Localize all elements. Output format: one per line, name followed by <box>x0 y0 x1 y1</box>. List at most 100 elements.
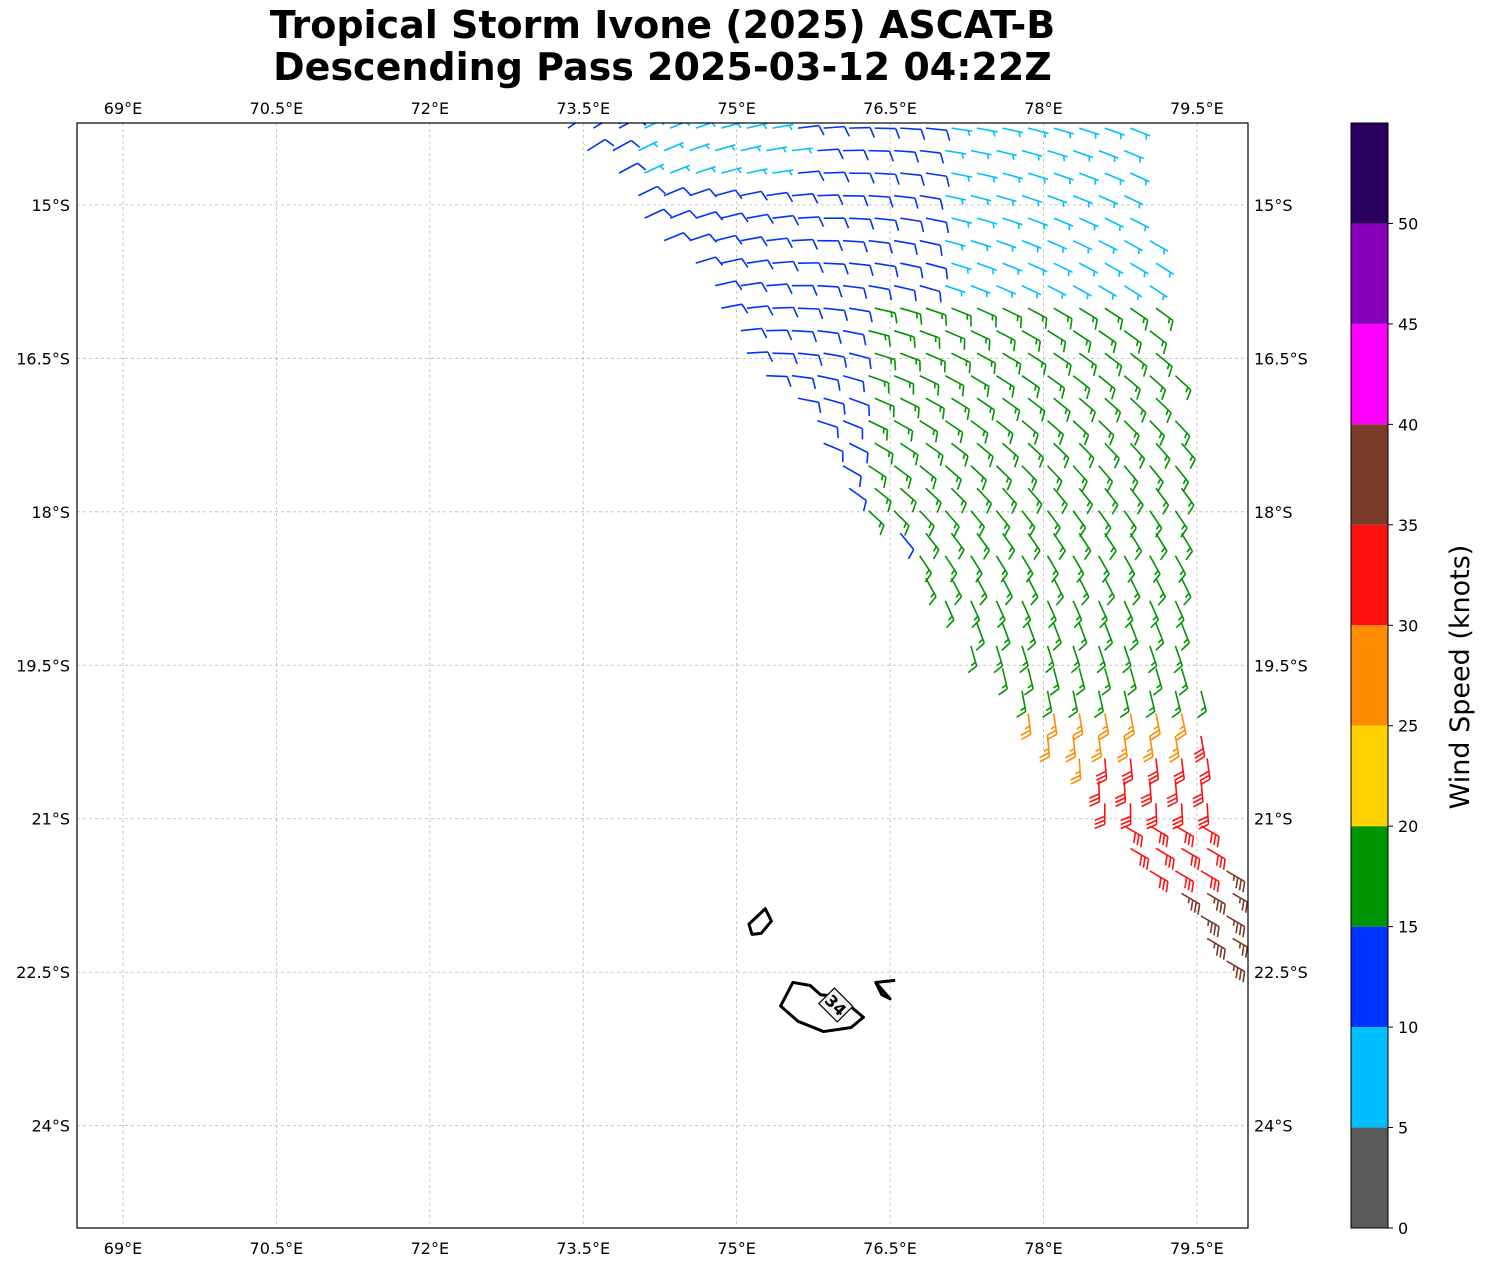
wind-barb <box>951 127 973 136</box>
wind-barb <box>1129 847 1150 870</box>
wind-barb <box>1181 847 1201 870</box>
wind-barb <box>944 510 960 537</box>
wind-barb <box>975 623 985 651</box>
wind-barb <box>919 510 935 537</box>
wind-barb <box>1042 690 1053 718</box>
wind-barb <box>976 172 998 183</box>
wind-barb <box>893 465 912 489</box>
wind-barb <box>944 375 965 397</box>
wind-barb <box>1072 284 1092 300</box>
wind-barb <box>1072 239 1093 254</box>
colorbar-tick-label: 5 <box>1398 1119 1408 1138</box>
wind-barb <box>663 231 692 242</box>
wind-barb <box>772 214 800 226</box>
wind-barb <box>1175 713 1187 741</box>
wind-barb <box>1123 600 1134 629</box>
wind-barb <box>849 307 873 323</box>
wind-barb <box>791 238 819 250</box>
colorbar-tick-label: 25 <box>1398 717 1418 736</box>
wind-barb <box>1053 172 1074 185</box>
wind-barb <box>1129 442 1146 469</box>
wind-barb <box>1197 690 1208 719</box>
wind-barb <box>944 329 966 350</box>
wind-barb <box>967 645 978 674</box>
colorbar-segment <box>1351 926 1388 1028</box>
wind-barb <box>1072 555 1085 583</box>
wind-barb <box>1104 352 1123 377</box>
wind-barb <box>689 233 718 243</box>
lat-tick-label-left: 19.5°S <box>16 656 70 675</box>
wind-barb <box>1200 825 1220 848</box>
wind-barb <box>970 600 981 629</box>
wind-barb <box>919 329 941 349</box>
wind-barb <box>1001 623 1011 651</box>
wind-barb <box>1129 487 1144 515</box>
lon-tick-label-top: 78°E <box>1024 99 1062 118</box>
wind-barb <box>746 351 774 363</box>
colorbar-segment <box>1351 424 1388 525</box>
lat-tick-label-left: 21°S <box>31 810 70 829</box>
wind-barb <box>823 397 846 415</box>
wind-barb <box>996 329 1016 352</box>
lat-tick-label-right: 18°S <box>1254 503 1293 522</box>
wind-barb <box>925 532 940 560</box>
colorbar-segment <box>1351 826 1388 927</box>
wind-barb <box>1098 149 1119 163</box>
wind-barb <box>1129 532 1143 561</box>
title-line-2: Descending Pass 2025-03-12 04:22Z <box>273 45 1052 89</box>
wind-barb <box>1047 194 1068 207</box>
wind-barb <box>894 239 918 255</box>
wind-barb <box>638 185 666 197</box>
wind-barb <box>1180 532 1194 561</box>
wind-barb <box>1127 668 1137 696</box>
wind-barb <box>900 127 926 140</box>
wind-barb <box>1124 713 1136 741</box>
lon-tick-label-bottom: 72°E <box>411 1239 449 1258</box>
wind-barb <box>1047 375 1066 399</box>
wind-barb <box>995 375 1015 398</box>
wind-barb <box>919 555 933 583</box>
wind-barb <box>817 374 841 391</box>
wind-barb <box>1149 555 1161 583</box>
wind-barb <box>1078 217 1099 231</box>
wind-barb <box>823 307 849 322</box>
wind-barb <box>944 600 955 629</box>
wind-barb <box>1104 262 1124 277</box>
contour-label: 34 <box>818 987 854 1023</box>
wind-barb <box>1123 194 1144 209</box>
wind-barb <box>1120 803 1132 830</box>
wind-barb <box>1094 803 1106 830</box>
wind-barb <box>1104 172 1125 186</box>
lat-tick-label-right: 24°S <box>1254 1117 1293 1136</box>
wind-barb <box>1072 600 1083 629</box>
wind-barb <box>714 234 743 245</box>
wind-barb <box>1104 217 1125 231</box>
wind-barb <box>1098 194 1119 208</box>
wind-barb <box>791 192 819 204</box>
wind-barb <box>1052 623 1062 651</box>
wind-barb <box>894 194 919 209</box>
wind-barb <box>1046 555 1059 583</box>
wind-barb <box>1104 127 1125 140</box>
wind-barb <box>1079 127 1100 139</box>
wind-barb <box>1121 758 1134 785</box>
wind-barb <box>772 169 794 176</box>
wind-barb <box>663 141 685 152</box>
wind-barb <box>1001 532 1016 560</box>
lat-tick-label-right: 22.5°S <box>1254 963 1308 982</box>
wind-barb <box>766 191 794 203</box>
wind-barb <box>612 139 641 152</box>
wind-barb <box>663 186 692 197</box>
contour-line <box>874 980 892 1001</box>
wind-barb <box>1096 645 1107 674</box>
wind-barb <box>1027 172 1049 184</box>
wind-barb <box>1078 577 1090 606</box>
wind-barb <box>714 144 736 152</box>
colorbar-tick-label: 35 <box>1398 516 1418 535</box>
wind-barb <box>868 465 887 489</box>
wind-barb <box>849 172 875 184</box>
wind-barb <box>593 123 621 129</box>
wind-barb <box>970 194 992 206</box>
wind-barb <box>944 465 962 490</box>
